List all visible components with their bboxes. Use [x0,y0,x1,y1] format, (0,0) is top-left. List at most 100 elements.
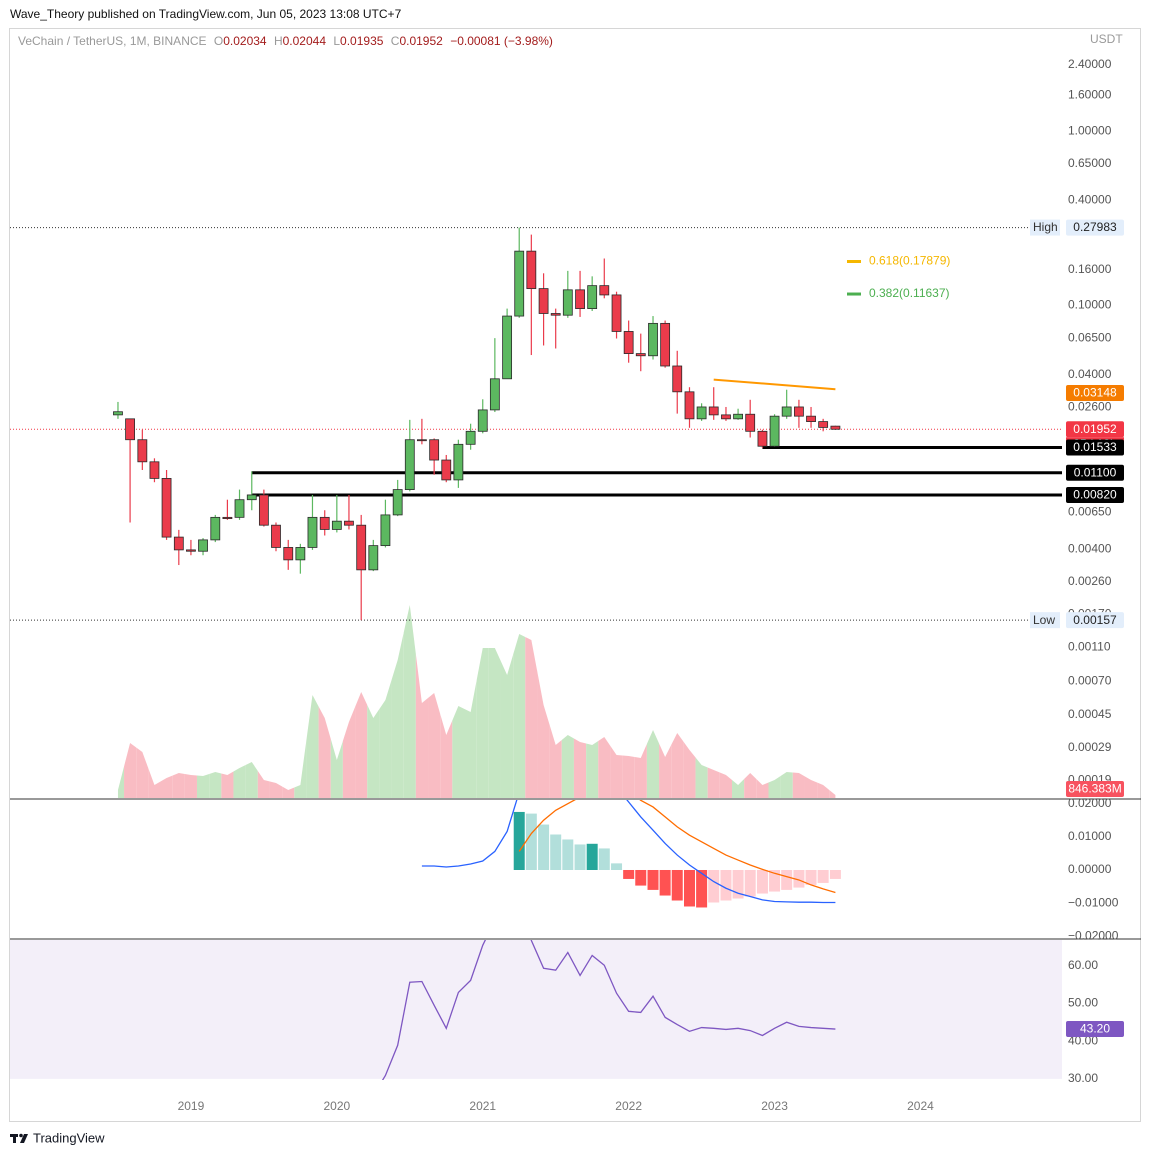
y-tick-label: 0.00650 [1068,505,1112,519]
volume-area [586,741,599,798]
candle-body [453,443,464,481]
publisher: Wave_Theory published on TradingView.com… [10,7,402,21]
candle-body [538,288,549,314]
macd-tick-label: −0.01000 [1068,895,1119,909]
level-value-box [1066,464,1124,481]
candle-body [660,322,671,367]
candle-body [648,322,658,357]
volume-area [136,747,149,798]
level-value-box [1066,439,1124,456]
last-price: 0.01952 [1073,422,1117,436]
x-tick-label: 2022 [615,1099,642,1113]
extreme-tag-box [1030,219,1060,236]
candle-body [186,549,196,552]
volume-area [573,738,587,798]
candle-body [416,439,427,442]
candle-body [769,415,780,447]
volume-area [452,706,465,798]
candle-body [696,406,707,420]
candle-body [319,516,330,530]
macd-histogram-bar [586,843,598,870]
candle-body [392,489,403,516]
volume-area [744,773,757,798]
macd-histogram-bar [513,811,525,870]
candle-body [307,516,318,548]
volume-area [598,737,611,798]
candle-body [477,409,488,432]
candle-body [757,430,768,447]
candle-body [830,425,841,430]
candle-body [599,285,610,296]
candle-body [125,418,135,441]
volume-area [695,757,708,798]
currency: USDT [1090,32,1123,46]
volume-value-box [1066,780,1124,797]
rsi-tick-label: 50.00 [1068,996,1098,1010]
volume-area [379,680,392,798]
candle-body [672,365,683,393]
rsi-value-box [1066,1021,1124,1038]
volume-area [306,695,319,798]
macd-tick-label: 0.01000 [1068,829,1112,843]
legend-key: O [214,34,223,48]
volume-area [117,766,125,798]
volume-area [683,741,696,798]
macd-histogram-bar [720,869,732,901]
candle-body [380,514,391,547]
volume-area [671,733,684,798]
rsi-tick-label: 60.00 [1068,958,1098,972]
legend: VeChain / TetherUS, 1M, BINANCE O0.02034… [18,34,553,48]
candle-body [575,289,585,310]
candle-body [611,294,622,332]
volume-area [646,730,660,798]
volume-area [367,705,380,798]
volume-area [476,648,489,798]
candle-body [502,315,513,380]
legend-value: 0.01935 [340,34,384,48]
volume-area [780,772,793,798]
macd-histogram-bar [647,869,659,890]
macd-histogram-bar [538,824,550,870]
x-tick-label: 2024 [907,1099,934,1113]
volume-area [537,672,550,798]
candle-body [781,406,792,417]
fib-mark [847,260,861,264]
candle-body [344,520,354,526]
fib-label: 0.618(0.17879) [869,254,950,268]
volume-value: 846.383M [1068,782,1121,796]
candle-body [818,421,829,428]
legend-key: L [333,34,340,48]
volume-area [525,637,538,798]
volume-area [221,771,234,798]
symbol: VeChain / TetherUS, 1M, BINANCE [18,34,207,48]
volume-area [257,771,270,798]
ma-value: 0.03148 [1073,386,1117,400]
macd-histogram-bar [574,844,586,870]
volume-area [282,786,295,798]
candle-body [137,439,148,463]
y-tick-label: 0.16000 [1068,262,1112,276]
volume-area [269,781,283,798]
volume-area [817,782,830,798]
volume-area [488,648,501,798]
volume-area [124,743,137,798]
fib-label: 0.382(0.11637) [869,286,950,300]
extreme-tag: Low [1033,613,1055,627]
legend-value: 0.02044 [283,34,327,48]
volume-area [622,755,635,798]
candle-body [210,516,221,541]
macd-tick-label: 0.02000 [1068,796,1112,810]
candle-body [684,391,695,420]
candle-body [514,250,525,317]
y-tick-label: 1.60000 [1068,88,1112,102]
macd-histogram-bar [525,813,537,870]
y-tick-label: 0.02600 [1068,400,1112,414]
high-value: 0.27983 [1073,220,1117,234]
volume-area [233,765,246,798]
volume-area [732,779,745,798]
extreme-tag: High [1033,220,1058,234]
macd-histogram-bar [744,869,756,897]
candle-body [489,378,500,411]
macd-histogram-bar [562,839,574,870]
volume-area [549,725,562,798]
